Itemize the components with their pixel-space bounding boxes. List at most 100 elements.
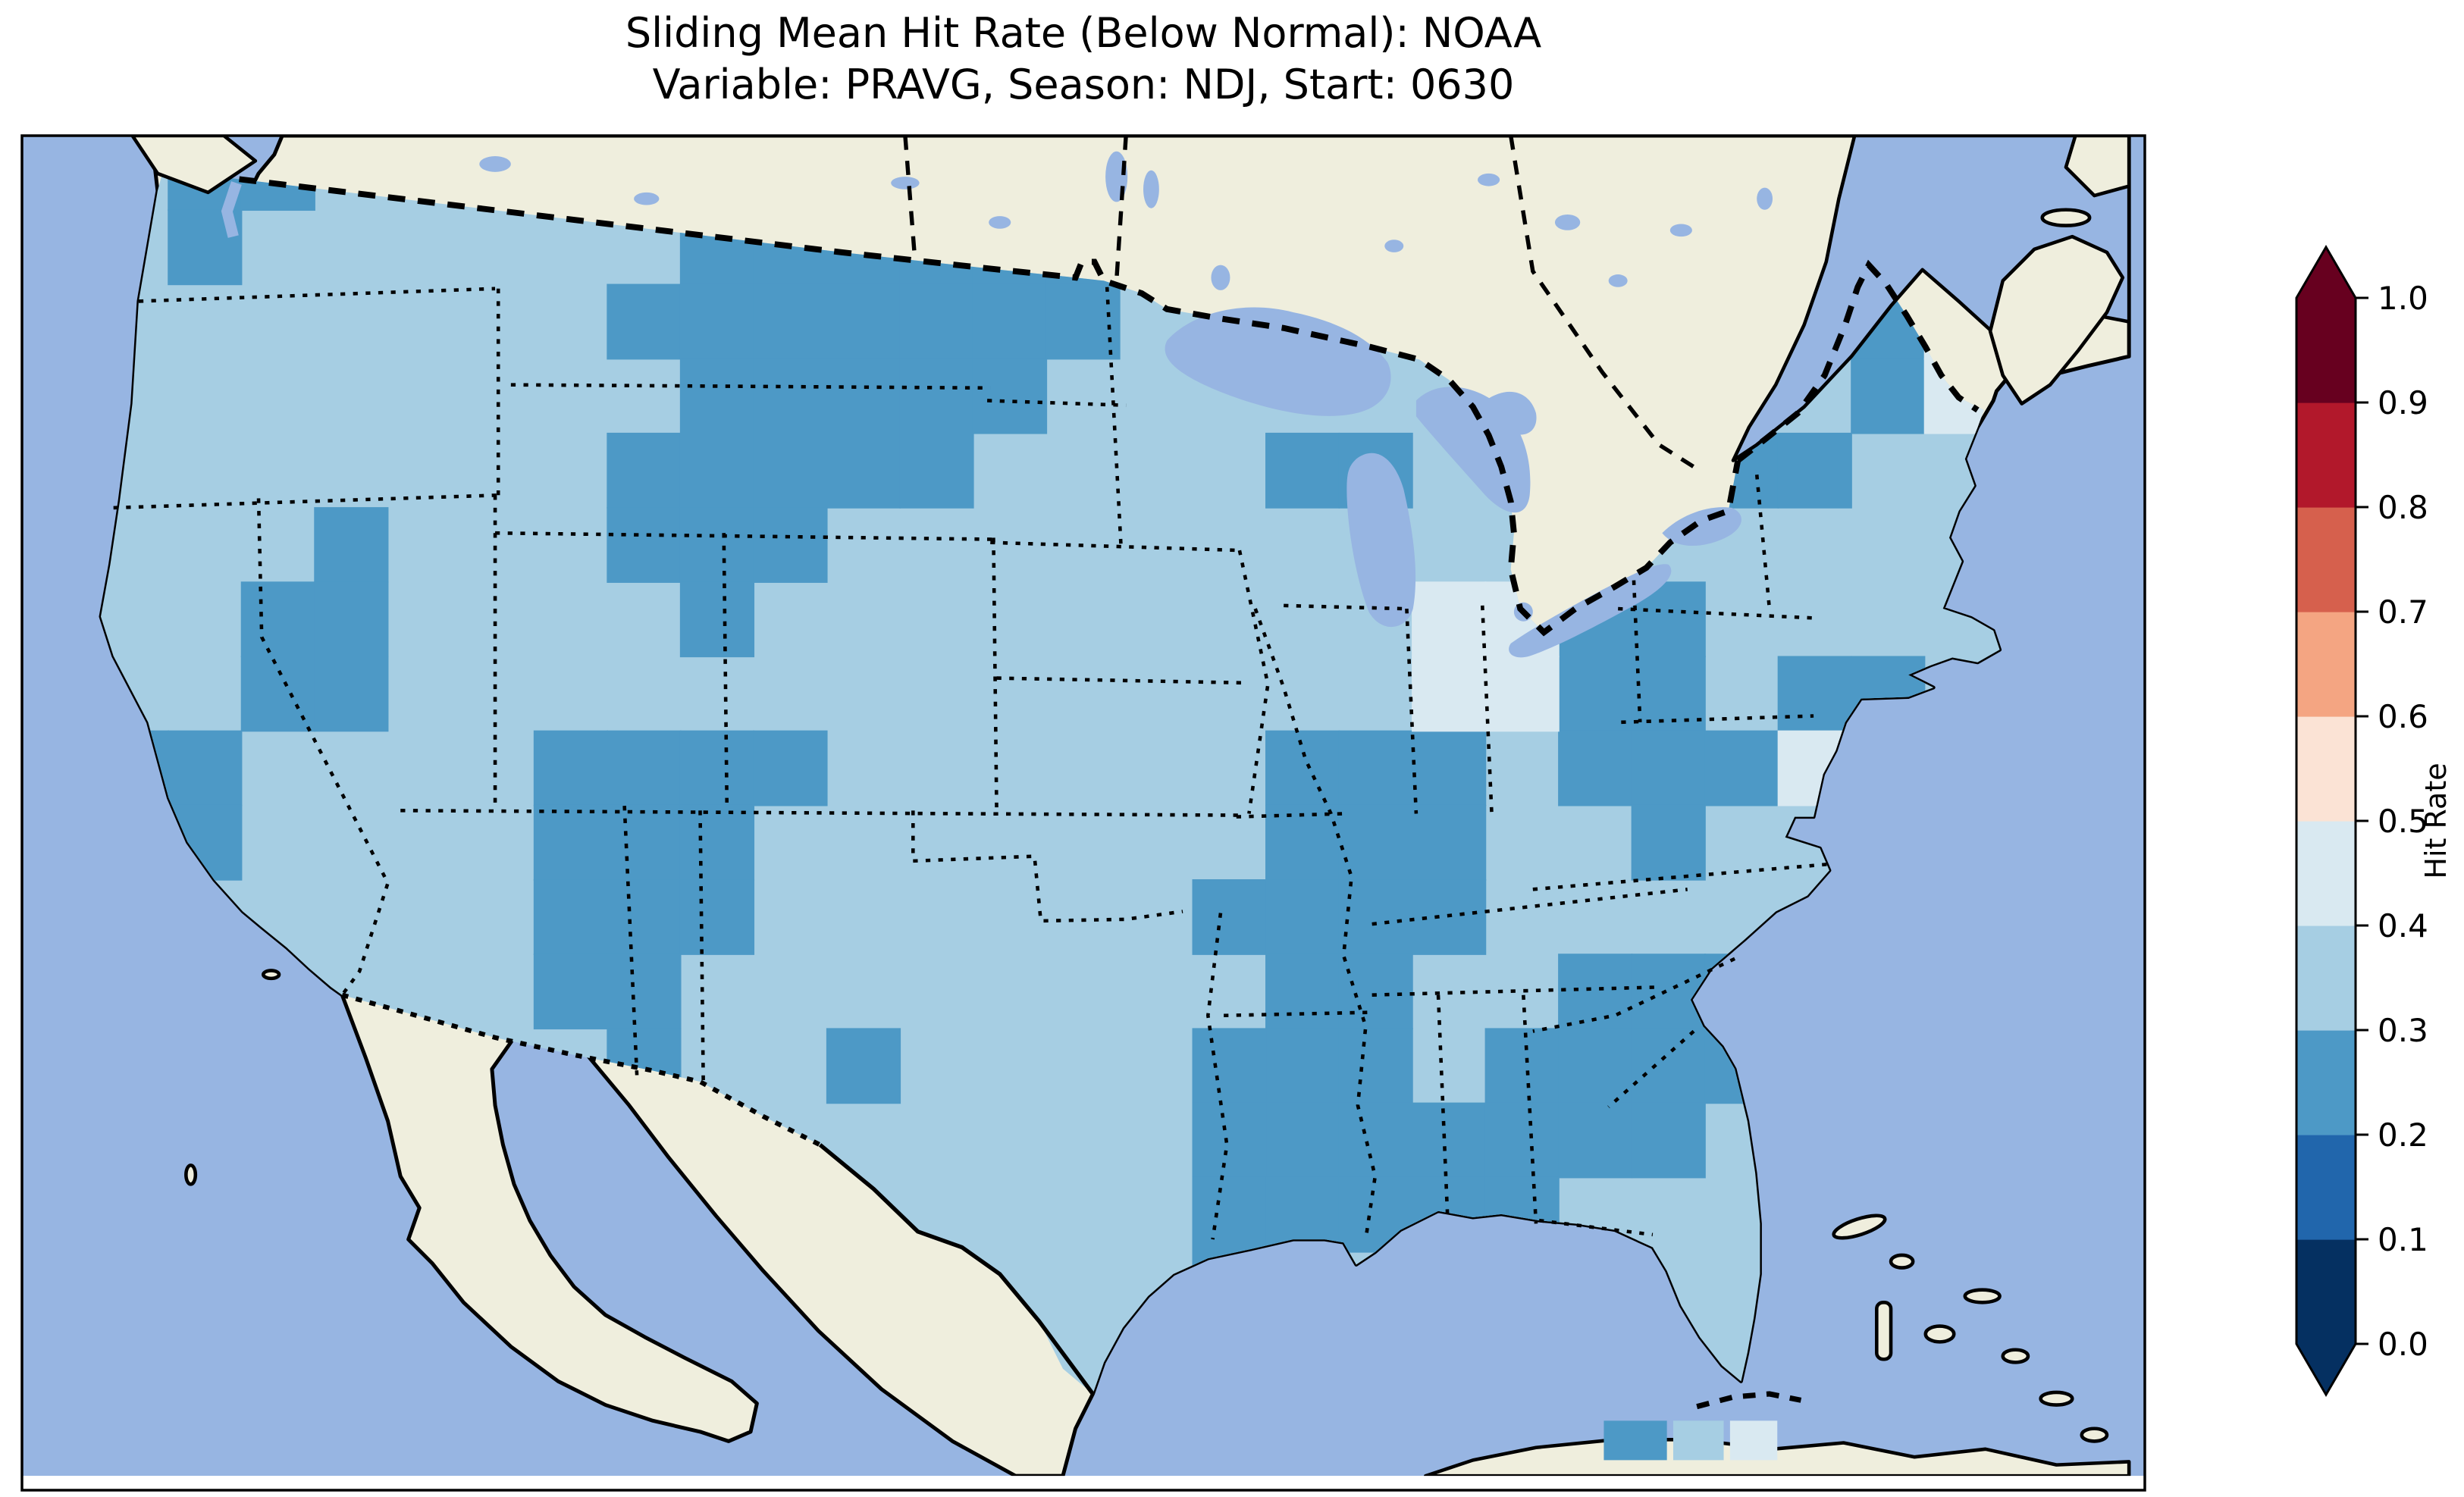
- hit-rate-cell-dark: [1558, 1028, 1633, 1104]
- hit-rate-cell-dark: [607, 730, 682, 806]
- hit-rate-cell-offshore: [1672, 1420, 1724, 1461]
- colorbar-segment: [2296, 1239, 2356, 1345]
- hit-rate-cell-dark: [533, 730, 609, 806]
- hit-rate-cell-dark: [533, 954, 609, 1030]
- guadalupe-island: [184, 1163, 198, 1186]
- lake-ontario: [1662, 507, 1741, 546]
- hit-rate-cell-dark: [826, 358, 901, 434]
- hit-rate-cell-dark: [1412, 730, 1487, 806]
- bahamas-island: [2080, 1427, 2109, 1443]
- colorbar-segment: [2296, 612, 2356, 717]
- hit-rate-cell-dark: [1265, 432, 1340, 509]
- colorbar-arrow-under: [2296, 1344, 2356, 1395]
- hit-rate-cell-dark: [679, 879, 755, 955]
- hit-rate-cell-offshore: [1729, 1420, 1778, 1461]
- hit-rate-cell-dark: [753, 730, 828, 806]
- hit-rate-cell-dark: [607, 804, 682, 881]
- hit-rate-cell-dark: [1412, 804, 1487, 881]
- lake-huron: [1415, 387, 1537, 513]
- colorbar: 0.0 0.1 0.2 0.3 0.4 0.5 0.6 0.7 0.8 0.9 1.0 Hit Ra…: [2295, 245, 2453, 1397]
- hit-rate-cell-dark: [753, 283, 828, 360]
- rio-grande: [818, 1143, 1095, 1395]
- hit-rate-cell-dark: [1631, 1102, 1706, 1179]
- offshore-cells: [1603, 1420, 1778, 1461]
- colorbar-tick-label: 0.5: [2378, 803, 2428, 840]
- colorbar-tick-label: 0.9: [2378, 384, 2428, 421]
- hit-rate-cell-dark: [1631, 954, 1706, 1030]
- colorbar-ticks: 0.0 0.1 0.2 0.3 0.4 0.5 0.6 0.7 0.8 0.9 1.0: [2356, 280, 2428, 1363]
- hit-rate-cell-dark: [1704, 730, 1779, 806]
- hit-rate-cell-lighter: [1412, 581, 1487, 658]
- hit-rate-cell-dark: [1412, 1102, 1487, 1179]
- bahamas-island: [1875, 1301, 1893, 1361]
- hit-rate-cell-lighter: [1484, 656, 1560, 732]
- colorbar-tick-label: 0.4: [2378, 907, 2428, 944]
- colorbar-segments: [2296, 298, 2356, 1345]
- hit-rate-cell-dark: [753, 358, 828, 434]
- colorbar-tick-label: 0.0: [2378, 1326, 2428, 1363]
- hit-rate-cell-dark: [679, 358, 755, 434]
- hit-rate-cell-dark: [972, 283, 1048, 360]
- colorbar-tick-label: 0.1: [2378, 1221, 2428, 1258]
- lake-superior: [1165, 307, 1391, 416]
- colorbar-label: Hit Rate: [2419, 763, 2453, 878]
- lake-erie: [1509, 564, 1672, 658]
- hit-rate-cell-dark: [1265, 730, 1340, 806]
- hit-rate-cell-dark: [607, 432, 682, 509]
- hit-rate-cell-dark: [679, 581, 755, 658]
- bahamas-island: [2039, 1390, 2074, 1407]
- hit-rate-cell-dark: [1192, 1102, 1267, 1179]
- hit-rate-cell-dark: [753, 507, 828, 583]
- hit-rate-cell-dark: [1558, 656, 1633, 732]
- hit-rate-cell-dark: [1192, 1028, 1267, 1104]
- colorbar-tick-label: 0.8: [2378, 489, 2428, 526]
- colorbar-tick-label: 0.7: [2378, 593, 2428, 631]
- hit-rate-cell-dark: [168, 730, 243, 806]
- hit-rate-cell-dark: [1484, 1028, 1560, 1104]
- hit-rate-cell-dark: [1338, 879, 1413, 955]
- puget-sound: [221, 181, 242, 238]
- hit-rate-cell-dark: [314, 507, 389, 583]
- hit-rate-cell-dark: [1338, 954, 1413, 1030]
- colorbar-segment: [2296, 1030, 2356, 1135]
- colorbar-segment: [2296, 507, 2356, 612]
- hit-rate-cell-dark: [533, 804, 609, 881]
- colorbar-segment: [2296, 925, 2356, 1031]
- colorbar-segment: [2296, 402, 2356, 508]
- hit-rate-cell-dark: [240, 581, 315, 658]
- hit-rate-cell-dark: [1265, 804, 1340, 881]
- map-frame: [20, 134, 2146, 1492]
- canada-province-borders: [903, 136, 1695, 469]
- hit-rate-cell-dark: [1777, 656, 1852, 732]
- hit-rate-cell-dark: [607, 507, 682, 583]
- colorbar-tick-label: 0.2: [2378, 1116, 2428, 1154]
- hit-rate-cell-dark: [826, 432, 901, 509]
- map-canvas: [22, 136, 2145, 1477]
- hit-rate-cell-dark: [1265, 1102, 1340, 1179]
- colorbar-segment: [2296, 1135, 2356, 1240]
- hit-rate-cell-dark: [1631, 1028, 1706, 1104]
- bahamas-island: [1963, 1288, 2002, 1304]
- hit-rate-cell-dark: [240, 656, 315, 732]
- bahamas-island: [1889, 1253, 1915, 1270]
- hit-rate-cell-dark: [899, 358, 974, 434]
- hit-rate-cell-dark: [1338, 730, 1413, 806]
- hit-rate-cell-dark: [679, 283, 755, 360]
- hit-rate-cell-dark: [1484, 1102, 1560, 1179]
- hit-rate-cell-dark: [679, 432, 755, 509]
- hit-rate-cell-dark: [1265, 1028, 1340, 1104]
- hit-rate-cell-dark: [533, 879, 609, 955]
- hit-rate-cell-dark: [1558, 954, 1633, 1030]
- hit-rate-cell-dark: [1631, 730, 1706, 806]
- hit-rate-cell-dark: [679, 730, 755, 806]
- hit-rate-cell-dark: [753, 432, 828, 509]
- colorbar-arrow-over: [2296, 247, 2356, 298]
- prince-edward-island: [2040, 208, 2092, 227]
- hit-rate-cell-dark: [1558, 730, 1633, 806]
- hit-rate-cell-dark: [1192, 879, 1267, 955]
- figure-title-line1: Sliding Mean Hit Rate (Below Normal): NO…: [625, 9, 1541, 57]
- lake-michigan: [1346, 453, 1416, 628]
- hit-rate-cell-dark: [899, 283, 974, 360]
- colorbar-segment: [2296, 716, 2356, 822]
